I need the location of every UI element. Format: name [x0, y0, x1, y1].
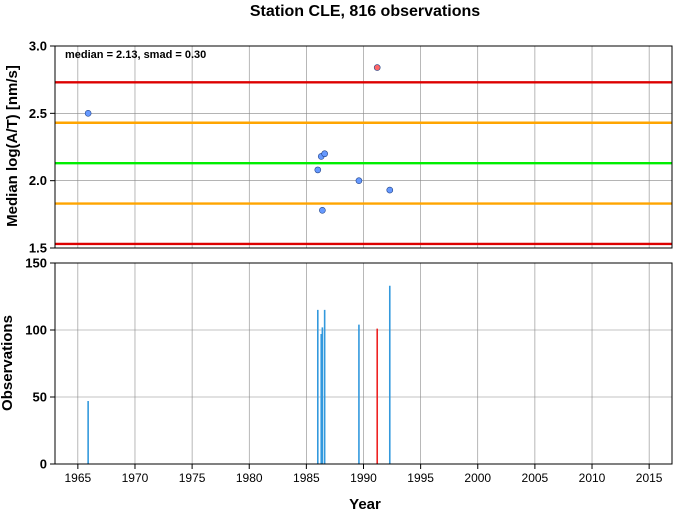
y-tick-label: 0 [40, 457, 47, 472]
reference-lines [55, 81, 672, 246]
y-tick-label: 150 [25, 256, 47, 271]
x-tick-label: 1985 [293, 471, 320, 485]
x-axis-label: Year [349, 496, 381, 511]
x-tick-label: 1975 [179, 471, 206, 485]
top-frame [54, 45, 673, 249]
y-tick-label: 50 [33, 390, 47, 405]
y-tick-label: 100 [25, 323, 47, 338]
bottom-grid [55, 262, 672, 465]
x-tick-label: 2000 [464, 471, 491, 485]
top-y-axis-label: Median log(A/T) [nm/s] [4, 65, 21, 227]
x-tick-label: 1970 [122, 471, 149, 485]
bottom-frame [54, 262, 673, 465]
y-tick-label: 2.0 [29, 173, 47, 188]
bottom-y-axis-label: Observations [0, 315, 16, 411]
x-tick-label: 2010 [579, 471, 606, 485]
data-point [84, 110, 92, 117]
data-point [355, 177, 363, 184]
observation-bars [87, 285, 391, 464]
x-tick-label: 2015 [636, 471, 663, 485]
observations-panel: 0 50 100 150 1965 1970 1975 1980 1985 1990 1995 20… [0, 256, 673, 511]
x-tick-label: 1980 [236, 471, 263, 485]
top-y-ticks: 1.5 2.0 2.5 3.0 [29, 39, 55, 256]
data-point [319, 206, 326, 214]
median-points [84, 64, 394, 214]
x-tick-label: 1995 [407, 471, 434, 485]
chart-title: Station CLE, 816 observations [250, 3, 480, 20]
data-point [386, 186, 394, 194]
data-point [314, 166, 322, 174]
y-tick-label: 1.5 [29, 241, 47, 256]
x-tick-label: 1990 [350, 471, 377, 485]
bottom-x-ticks: 1965 1970 1975 1980 1985 1990 1995 2000 2005 2010… [65, 464, 663, 485]
median-panel: 1.52.02.53.0 median = 2.13, smad = 0.30 … [4, 39, 673, 256]
y-tick-label: 3.0 [29, 39, 47, 54]
y-tick-label: 2.5 [29, 106, 47, 121]
bottom-y-ticks: 0 50 100 150 [25, 256, 55, 472]
x-tick-label: 2005 [522, 471, 549, 485]
data-point [321, 150, 328, 158]
data-point [373, 64, 381, 71]
x-tick-label: 1965 [65, 471, 92, 485]
top-grid [55, 45, 672, 249]
stats-annotation: median = 2.13, smad = 0.30 [65, 49, 206, 61]
